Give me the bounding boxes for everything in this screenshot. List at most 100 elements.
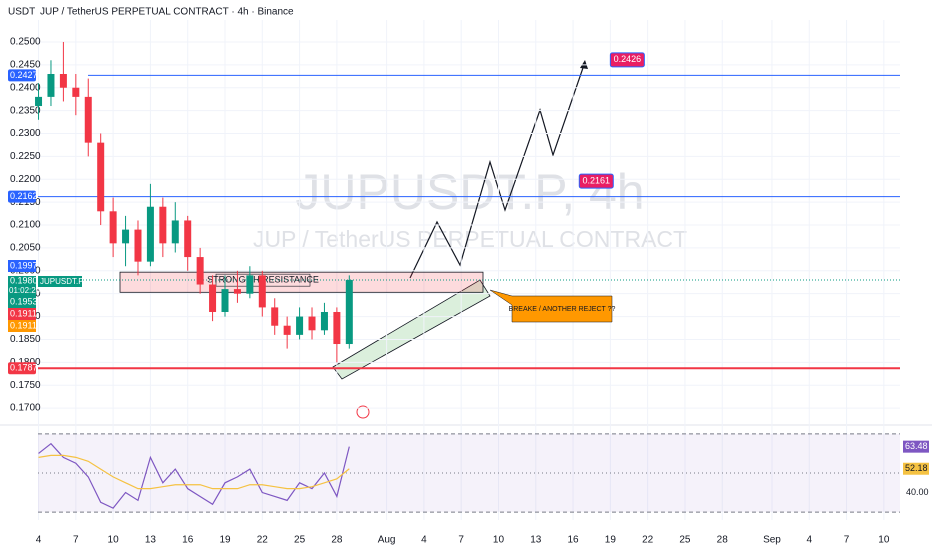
price-badge [8, 320, 36, 332]
candle-body [271, 307, 279, 326]
x-tick-label: 28 [331, 535, 343, 546]
event-icon [356, 405, 370, 419]
candle-body [122, 229, 130, 244]
candle-body [59, 74, 67, 88]
y-tick-label: 0.1850 [10, 334, 41, 345]
rsi-tick-label: 40.00 [906, 487, 929, 497]
candle-body [134, 229, 142, 262]
candle-body [296, 316, 304, 335]
price-badge-label: 0.1911 [10, 308, 37, 318]
header: JUP / TetherUS PERPETUAL CONTRACT · 4h ·… [40, 7, 294, 18]
target-label: 0.2426 [614, 54, 642, 64]
candle-body [109, 211, 117, 244]
y-tick-label: 0.2200 [10, 174, 41, 185]
candle-body [320, 311, 328, 331]
countdown: 01:02:20 [9, 286, 41, 295]
rsi-band [38, 433, 900, 513]
level-badge [8, 362, 36, 375]
x-tick-label: 16 [568, 535, 580, 546]
price-badge [8, 260, 36, 272]
candle-body [146, 206, 154, 262]
x-tick-label: 4 [421, 535, 427, 546]
x-tick-label: Sep [763, 535, 781, 546]
level-label: 0.2427 [10, 70, 38, 80]
candle-body [97, 142, 105, 212]
x-tick-label: 19 [219, 535, 231, 546]
candle-body [196, 257, 204, 285]
rsi-badge-label: 63.48 [905, 441, 928, 451]
candle-body [308, 316, 316, 331]
x-tick-label: 10 [493, 535, 505, 546]
y-tick-label: 0.2100 [10, 220, 41, 231]
candle-body [283, 325, 291, 335]
candle-body [209, 284, 217, 312]
x-tick-label: 4 [806, 535, 812, 546]
x-tick-label: 25 [294, 535, 306, 546]
x-tick-label: 7 [73, 535, 79, 546]
price-badge-label: 0.1997 [10, 260, 38, 270]
level-badge [8, 190, 36, 203]
target-badge [609, 52, 645, 68]
x-tick-label: 7 [458, 535, 464, 546]
y-tick-label: 0.2400 [10, 82, 41, 93]
x-tick-label: 16 [182, 535, 194, 546]
support-channel [332, 279, 491, 380]
last-price-label: 0.1980 [10, 275, 38, 285]
candle-body [72, 87, 80, 97]
candle-body [258, 275, 266, 308]
currency: USDT [8, 7, 35, 18]
y-tick-label: 0.2050 [10, 243, 41, 254]
x-tick-label: Aug [378, 535, 396, 546]
target-label: 0.2161 [583, 175, 611, 185]
candle-body [184, 220, 192, 258]
candle-body [35, 96, 43, 107]
watermark: JUPUSDT.P, 4h [295, 164, 644, 220]
candle-body [246, 275, 254, 294]
callout-box [489, 289, 613, 323]
candle-body [221, 289, 229, 312]
x-tick-label: 10 [878, 535, 890, 546]
x-tick-label: 25 [679, 535, 691, 546]
level-label: 0.2162 [10, 191, 38, 201]
x-tick-label: 19 [605, 535, 617, 546]
callout-text: BREAKE / ANOTHER REJECT ?? [509, 306, 616, 313]
candle-body [171, 220, 179, 244]
rsi-ma-badge [903, 462, 929, 475]
y-tick-label: 0.2250 [10, 151, 41, 162]
candle-body [159, 206, 167, 244]
rsi-ma-badge-label: 52.18 [905, 463, 928, 473]
x-tick-label: 22 [257, 535, 269, 546]
candle-body [84, 96, 92, 143]
y-tick-label: 0.2300 [10, 128, 41, 139]
level-label: 0.1787 [10, 363, 38, 373]
price-badge-label: 0.1953 [10, 296, 38, 306]
y-tick-label: 0.2500 [10, 37, 41, 48]
x-tick-label: 10 [108, 535, 120, 546]
x-tick-label: 7 [844, 535, 850, 546]
rsi-badge [903, 440, 929, 453]
x-tick-label: 4 [36, 535, 42, 546]
target-badge [578, 173, 614, 189]
price-badge [8, 308, 36, 320]
x-tick-label: 28 [717, 535, 729, 546]
y-tick-label: 0.1700 [10, 403, 41, 414]
level-badge [8, 69, 36, 82]
symbol-label: JUPUSDT.P [40, 277, 84, 286]
candle-body [333, 311, 341, 345]
price-badge [8, 296, 36, 308]
y-tick-label: 0.1750 [10, 380, 41, 391]
candle-body [345, 279, 353, 345]
symbol-badge [38, 276, 82, 287]
x-tick-label: 13 [530, 535, 542, 546]
projection-path [409, 61, 586, 279]
x-tick-label: 22 [642, 535, 654, 546]
price-badge-label: 0.1911 [10, 320, 37, 330]
rsi-ma-line [38, 454, 350, 490]
y-tick-label: 0.2450 [10, 59, 41, 70]
candle-body [233, 289, 241, 294]
last-price-badge [8, 276, 36, 296]
candle-body [47, 74, 55, 97]
x-tick-label: 13 [145, 535, 157, 546]
